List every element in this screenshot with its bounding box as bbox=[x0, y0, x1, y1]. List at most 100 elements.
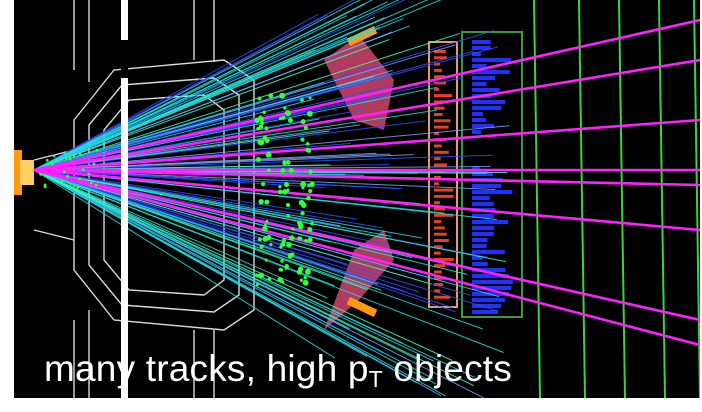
track bbox=[33, 169, 507, 263]
vertex-hit bbox=[279, 268, 284, 272]
vertex-hit bbox=[269, 242, 273, 247]
em-energy-deposit bbox=[434, 239, 449, 242]
event-display-graphic bbox=[14, 0, 700, 398]
vertex-hit bbox=[267, 168, 271, 172]
vertex-hit bbox=[68, 156, 72, 159]
vertex-hit bbox=[283, 182, 290, 188]
beam-end-cap bbox=[14, 150, 22, 195]
hadronic-energy-deposit bbox=[472, 232, 494, 236]
vertex-hit bbox=[255, 283, 259, 287]
vertex-hit bbox=[94, 183, 98, 187]
track bbox=[33, 13, 319, 171]
hadronic-energy-deposit bbox=[472, 112, 483, 116]
track bbox=[33, 14, 328, 171]
em-energy-deposit bbox=[434, 119, 451, 123]
vertex-hit bbox=[261, 182, 266, 187]
vertex-hit bbox=[307, 237, 313, 243]
hadronic-energy-deposit bbox=[472, 196, 490, 200]
em-energy-deposit bbox=[434, 270, 442, 274]
hadronic-energy-deposit bbox=[472, 124, 495, 128]
track bbox=[33, 169, 434, 379]
hadronic-energy-deposit bbox=[472, 118, 487, 122]
vertex-hit bbox=[305, 142, 310, 146]
vertex-hit bbox=[266, 234, 272, 241]
vertex-hit bbox=[308, 96, 312, 100]
vertex-hit bbox=[307, 110, 313, 117]
muon-plane bbox=[618, 0, 626, 398]
em-energy-deposit bbox=[434, 176, 441, 179]
track bbox=[33, 50, 474, 171]
vertex-hit bbox=[278, 116, 283, 121]
hadronic-energy-deposit bbox=[472, 244, 487, 248]
em-energy-deposit bbox=[434, 276, 447, 280]
outline-segment bbox=[73, 59, 255, 331]
vertex-hit bbox=[306, 195, 311, 201]
hadronic-energy-deposit bbox=[472, 166, 480, 170]
muon-plane bbox=[578, 0, 586, 398]
caption: many tracks, high pT objects bbox=[44, 348, 512, 391]
vertex-hit bbox=[282, 189, 288, 195]
vertex-hit bbox=[304, 268, 311, 275]
track bbox=[33, 169, 418, 384]
track bbox=[33, 169, 384, 229]
vertex-hit bbox=[256, 126, 260, 131]
calorimeter bbox=[428, 0, 700, 398]
hadronic-energy-deposit bbox=[472, 298, 505, 302]
track bbox=[33, 0, 400, 171]
vertex-hit bbox=[277, 277, 283, 283]
em-energy-deposit bbox=[434, 226, 445, 230]
outline-segment bbox=[73, 310, 215, 398]
vertex-hit bbox=[298, 199, 305, 206]
track bbox=[33, 3, 366, 171]
caption-suffix: objects bbox=[382, 348, 512, 389]
vertex-hit bbox=[258, 198, 264, 205]
vertex-hit bbox=[264, 126, 269, 131]
track bbox=[33, 169, 336, 359]
vertex-hit bbox=[300, 98, 304, 102]
track bbox=[33, 169, 423, 239]
split-gap bbox=[121, 40, 128, 78]
vertex-hit bbox=[298, 236, 303, 241]
track bbox=[33, 17, 404, 171]
vertex-hit bbox=[301, 186, 305, 190]
vertex-hit bbox=[281, 238, 286, 243]
vertex-hit bbox=[260, 121, 264, 126]
vertex-hit bbox=[307, 227, 313, 233]
em-energy-deposit bbox=[434, 295, 451, 299]
vertex-hit bbox=[79, 153, 82, 157]
hadronic-energy-deposit bbox=[472, 70, 510, 74]
track bbox=[33, 31, 393, 171]
outline-segment bbox=[73, 0, 215, 82]
track bbox=[33, 0, 442, 171]
vertex-hit bbox=[60, 180, 64, 183]
vertex-hit bbox=[52, 154, 56, 158]
hadronic-energy-deposit bbox=[472, 262, 488, 266]
vertex-hit bbox=[280, 259, 284, 263]
em-energy-deposit bbox=[434, 163, 447, 167]
vertex-hit bbox=[62, 170, 66, 174]
em-energy-deposit bbox=[434, 194, 454, 198]
track bbox=[33, 16, 376, 171]
vertex-hit bbox=[288, 167, 294, 173]
vertex-hit bbox=[255, 157, 261, 163]
vertex-hit bbox=[305, 147, 310, 153]
em-energy-deposit bbox=[434, 257, 454, 261]
hadronic-energy-deposit bbox=[472, 46, 491, 50]
track bbox=[33, 169, 432, 285]
particle-tracks bbox=[33, 0, 700, 398]
hadronic-energy-deposit bbox=[472, 310, 498, 314]
hadronic-energy-deposit bbox=[472, 304, 502, 308]
hadronic-energy-deposit bbox=[472, 184, 502, 188]
em-energy-deposit bbox=[434, 150, 449, 154]
split-bar bbox=[121, 0, 128, 412]
vertex-hit bbox=[259, 244, 264, 249]
hadronic-calorimeter-frame bbox=[461, 31, 523, 318]
vertex-hit bbox=[268, 93, 274, 99]
vertex-hit bbox=[284, 263, 290, 269]
vertex-hit bbox=[87, 172, 91, 176]
em-energy-deposit bbox=[434, 283, 444, 287]
hadronic-energy-deposit bbox=[472, 238, 488, 242]
high-pt-track bbox=[33, 58, 700, 172]
vertex-hit bbox=[257, 96, 262, 101]
vertex-hit bbox=[76, 186, 80, 189]
